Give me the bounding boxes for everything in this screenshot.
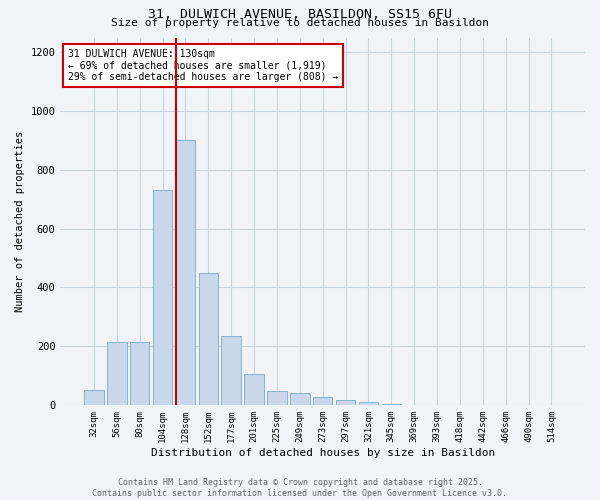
Bar: [107, 342, 127, 405]
Bar: [244, 374, 264, 405]
Y-axis label: Number of detached properties: Number of detached properties: [15, 130, 25, 312]
Bar: [313, 396, 332, 405]
Bar: [221, 336, 241, 405]
Text: 31, DULWICH AVENUE, BASILDON, SS15 6FU: 31, DULWICH AVENUE, BASILDON, SS15 6FU: [148, 8, 452, 20]
Bar: [267, 390, 287, 405]
Bar: [84, 390, 104, 405]
Text: Size of property relative to detached houses in Basildon: Size of property relative to detached ho…: [111, 18, 489, 28]
Bar: [153, 190, 172, 405]
Bar: [336, 400, 355, 405]
Text: 31 DULWICH AVENUE: 130sqm
← 69% of detached houses are smaller (1,919)
29% of se: 31 DULWICH AVENUE: 130sqm ← 69% of detac…: [68, 48, 338, 82]
Bar: [382, 404, 401, 405]
Bar: [176, 140, 195, 405]
Text: Contains HM Land Registry data © Crown copyright and database right 2025.
Contai: Contains HM Land Registry data © Crown c…: [92, 478, 508, 498]
X-axis label: Distribution of detached houses by size in Basildon: Distribution of detached houses by size …: [151, 448, 495, 458]
Bar: [199, 272, 218, 405]
Bar: [130, 342, 149, 405]
Bar: [359, 402, 378, 405]
Bar: [290, 393, 310, 405]
